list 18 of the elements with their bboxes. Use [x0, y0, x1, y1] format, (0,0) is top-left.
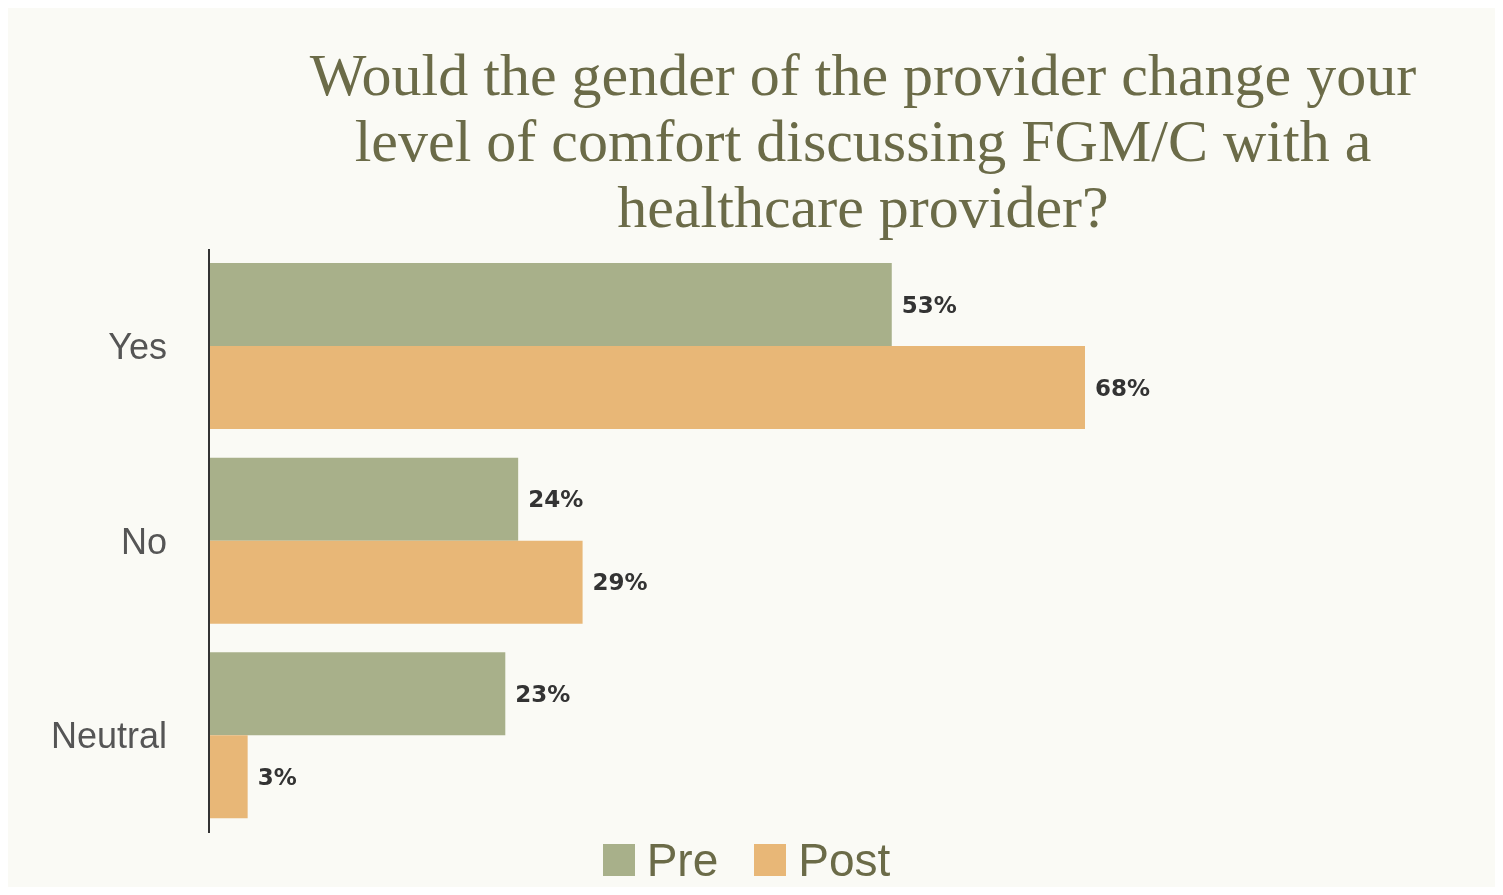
chart-title: Would the gender of the provider change your level of comfort discussing FGM/C with a healthcare provider?: [308, 41, 1418, 242]
bar: [209, 540, 583, 624]
y-tick-label: No: [120, 520, 167, 562]
data-label: 53%: [901, 291, 957, 318]
data-label: 29%: [592, 569, 648, 596]
bar: [209, 263, 892, 346]
bar: [209, 346, 1085, 429]
data-label: 3%: [257, 763, 297, 790]
y-tick-label: Neutral: [50, 715, 167, 757]
legend-label: Pre: [645, 833, 719, 887]
bar: [209, 735, 248, 819]
legend-label: Post: [797, 833, 891, 887]
y-tick-label: Yes: [108, 326, 167, 368]
data-label: 23%: [515, 680, 571, 707]
bar: [209, 652, 506, 736]
data-label: 24%: [528, 486, 584, 513]
bar: [209, 457, 519, 541]
data-label: 68%: [1095, 374, 1151, 401]
